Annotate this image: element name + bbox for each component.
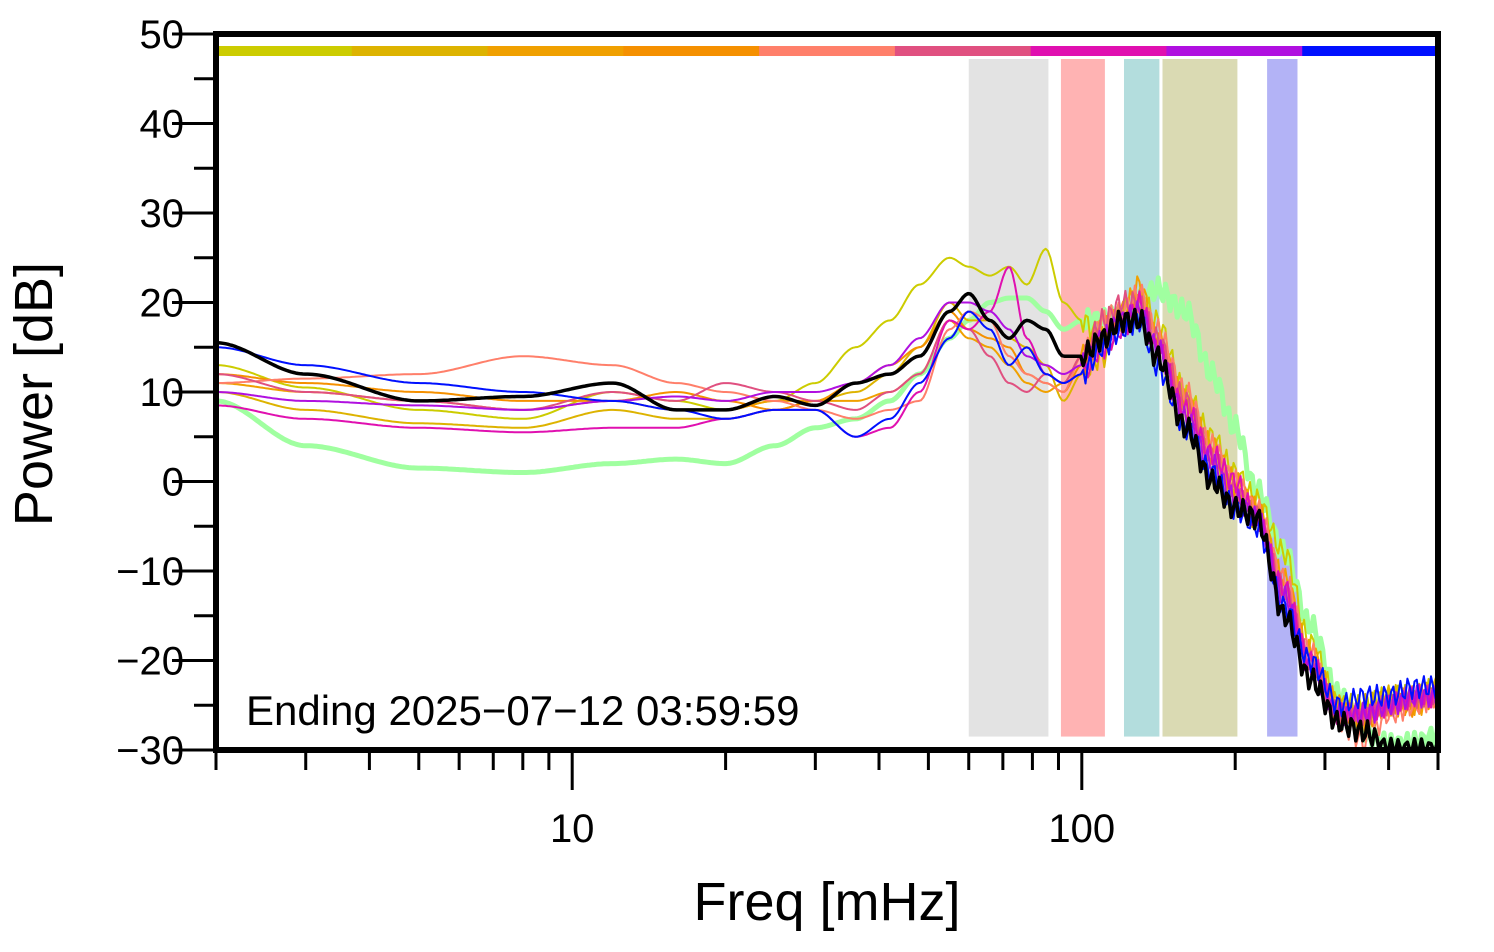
time-annotation: Ending 2025−07−12 03:59:59 — [246, 687, 800, 734]
y-tick-label--10: −10 — [116, 550, 184, 594]
y-tick-label--30: −30 — [116, 729, 184, 773]
time-bar-segment-3 — [487, 46, 624, 57]
time-bar-segment-7 — [1030, 46, 1167, 57]
time-bar-segment-5 — [759, 46, 896, 57]
frequency-band-1 — [968, 59, 1049, 737]
series-line-1 — [215, 275, 1441, 753]
time-bar-segment-8 — [1166, 46, 1303, 57]
frequency-bands — [968, 59, 1298, 737]
time-bar-segment-9 — [1302, 46, 1439, 57]
x-axis-title: Freq [mHz] — [693, 872, 960, 932]
time-bar-segment-6 — [894, 46, 1032, 57]
y-axis-ticks: −30 −20 −10 0 10 20 30 40 50 — [116, 13, 216, 773]
time-color-bar — [216, 46, 1439, 57]
series-line-2 — [216, 247, 1439, 718]
y-tick-label-50: 50 — [140, 13, 185, 57]
y-tick-label-30: 30 — [140, 192, 185, 236]
y-axis-title: Power [dB] — [4, 262, 64, 526]
x-tick-label-10: 10 — [550, 807, 595, 851]
time-bar-segment-2 — [351, 46, 489, 57]
x-tick-label-100: 100 — [1048, 807, 1115, 851]
series-line-5 — [216, 293, 1439, 736]
series-line-11 — [216, 291, 1440, 752]
y-tick-label--20: −20 — [116, 640, 184, 684]
frequency-band-3 — [1123, 59, 1160, 737]
series-line-10 — [216, 310, 1439, 718]
series-line-9 — [216, 300, 1439, 727]
spectra-lines — [215, 247, 1441, 753]
time-bar-segment-4 — [623, 46, 760, 57]
y-tick-label-10: 10 — [140, 371, 185, 415]
x-axis-ticks: 10 100 — [214, 750, 1440, 851]
y-tick-label-40: 40 — [140, 103, 185, 147]
time-bar-segment-1 — [216, 46, 353, 57]
y-tick-label-0: 0 — [162, 461, 184, 505]
y-tick-label-20: 20 — [140, 282, 185, 326]
